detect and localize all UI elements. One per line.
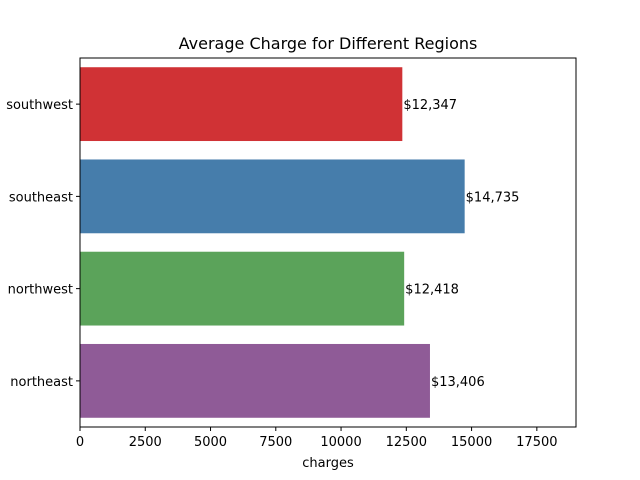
x-tick-label-2500: 2500 [129, 435, 162, 450]
bar-southeast [80, 159, 465, 234]
x-tick-label-17500: 17500 [516, 435, 557, 450]
x-tick-label-0: 0 [76, 435, 84, 450]
data-label-northwest: $12,418 [405, 283, 459, 298]
data-labels: $12,347 $14,735 $12,418 $13,406 [403, 98, 519, 390]
x-tick-label-7500: 7500 [259, 435, 292, 450]
data-label-northeast: $13,406 [431, 375, 485, 390]
x-tick-label-15000: 15000 [451, 435, 492, 450]
x-axis-ticks: 0 2500 5000 7500 10000 12500 15000 17500 [76, 427, 558, 450]
x-tick-label-12500: 12500 [386, 435, 427, 450]
chart-title: Average Charge for Different Regions [179, 34, 478, 53]
data-label-southwest: $12,347 [403, 98, 457, 113]
category-labels: southwest southeast northwest northeast [6, 98, 80, 390]
x-axis-label: charges [302, 456, 354, 471]
bar-northeast [80, 343, 430, 418]
bar-northwest [80, 251, 405, 326]
x-tick-label-10000: 10000 [320, 435, 361, 450]
y-tick-label-southwest: southwest [6, 98, 73, 113]
y-tick-label-northeast: northeast [10, 375, 73, 390]
y-tick-label-northwest: northwest [8, 283, 73, 298]
data-label-southeast: $14,735 [466, 190, 520, 205]
plot-frame [79, 57, 577, 428]
bar-southwest [80, 67, 403, 142]
bars-group [80, 67, 465, 418]
x-tick-label-5000: 5000 [194, 435, 227, 450]
y-tick-label-southeast: southeast [9, 190, 73, 205]
